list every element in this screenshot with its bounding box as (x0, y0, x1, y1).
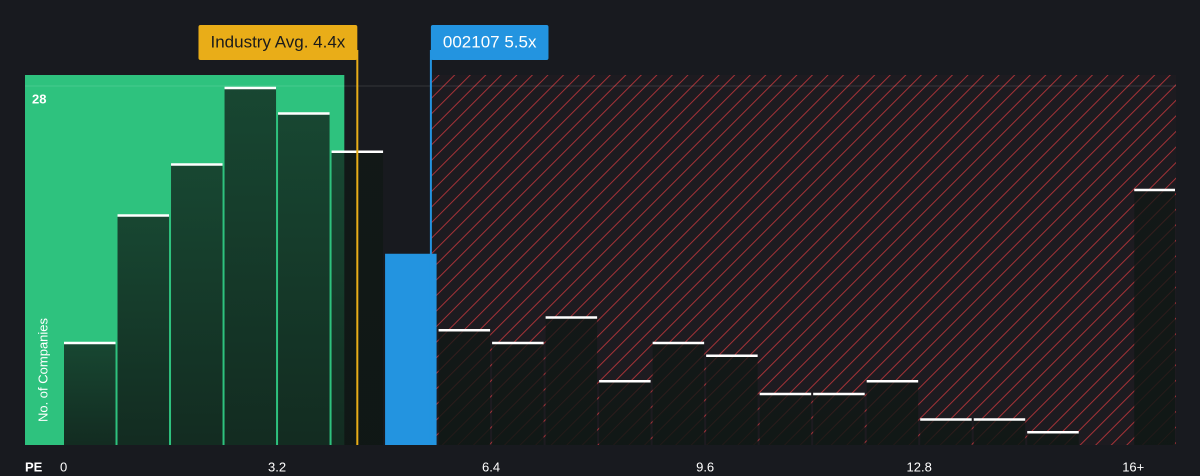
x-tick-label: 12.8 (907, 459, 932, 474)
x-axis-label: PE (25, 459, 43, 474)
annotation-box (430, 25, 549, 60)
y-axis-label: No. of Companies (35, 317, 50, 422)
x-tick-label: 6.4 (482, 459, 500, 474)
bar (545, 317, 598, 445)
annotation-label: Industry Avg. 4.4x (210, 32, 345, 51)
bar (64, 343, 116, 445)
bar (1134, 190, 1175, 445)
bar (920, 419, 972, 445)
annotation-label: 002107 5.5x (443, 32, 537, 51)
annotations: Industry Avg. 4.4x 002107 5.5x (198, 25, 549, 445)
annotation-box (198, 25, 358, 60)
bar (973, 419, 1026, 445)
x-tick-label: 0 (60, 459, 67, 474)
bar (224, 88, 277, 445)
x-tick-label: 3.2 (268, 459, 286, 474)
bar (492, 343, 544, 445)
bar (813, 394, 865, 445)
x-tick-label: 9.6 (696, 459, 714, 474)
y-tick-label: 28 (32, 91, 46, 106)
x-tick-label: 16+ (1122, 459, 1144, 474)
bar (706, 355, 758, 445)
bar (1027, 432, 1079, 445)
bars (64, 86, 1175, 445)
bar (385, 253, 437, 445)
bar (171, 164, 223, 445)
bar (866, 381, 919, 445)
bar (278, 113, 330, 445)
bar (438, 330, 491, 445)
bar (599, 381, 651, 445)
bar (652, 343, 705, 445)
bar (117, 215, 170, 445)
bar (759, 394, 812, 445)
